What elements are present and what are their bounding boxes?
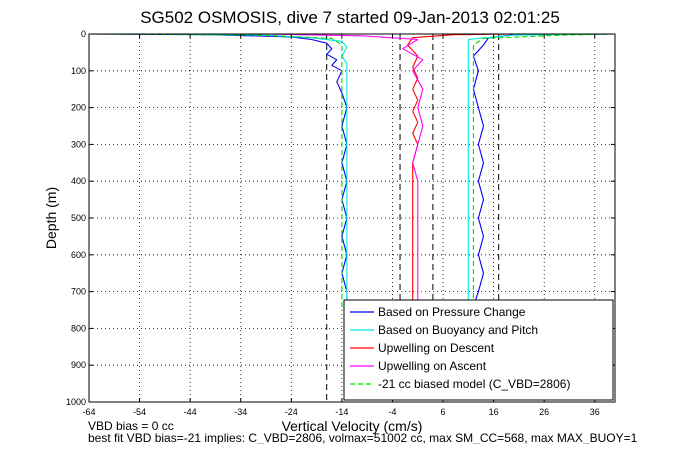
y-tick-label: 900 <box>71 360 86 370</box>
series-lines <box>88 33 616 307</box>
series-line-3 <box>407 33 514 307</box>
x-tick-label: -4 <box>388 407 396 417</box>
chart-title: SG502 OSMOSIS, dive 7 started 09-Jan-201… <box>140 8 560 27</box>
x-tick-label: 6 <box>441 407 446 417</box>
legend-label: Based on Buoyancy and Pitch <box>378 323 538 337</box>
legend-label: -21 cc biased model (C_VBD=2806) <box>378 377 570 391</box>
x-axis-label: Vertical Velocity (cm/s) <box>282 418 423 434</box>
legend-label: Upwelling on Ascent <box>378 359 487 373</box>
x-tick-label: -44 <box>184 407 197 417</box>
y-tick-label: 800 <box>71 323 86 333</box>
series-line-1 <box>88 33 616 307</box>
y-tick-label: 0 <box>81 29 86 39</box>
x-tick-label: 16 <box>489 407 499 417</box>
legend: Based on Pressure Change Based on Buoyanc… <box>343 299 614 401</box>
x-tick-label: -14 <box>335 407 348 417</box>
x-tick-label: -54 <box>133 407 146 417</box>
y-tick-label: 700 <box>71 287 86 297</box>
x-tick-label: 26 <box>539 407 549 417</box>
series-line-4 <box>260 33 424 307</box>
legend-label: Based on Pressure Change <box>378 305 526 319</box>
x-tick-label: -34 <box>234 407 247 417</box>
footer-best-fit: best fit VBD bias=-21 implies: C_VBD=280… <box>88 432 638 444</box>
y-tick-label: 100 <box>71 66 86 76</box>
y-ticks: 0 100 200 300 400 500 600 700 800 900 1000 <box>66 29 615 407</box>
legend-label: Upwelling on Descent <box>378 341 495 355</box>
reference-lines <box>326 34 500 402</box>
y-tick-label: 500 <box>71 213 86 223</box>
y-tick-label: 600 <box>71 250 86 260</box>
y-tick-label: 200 <box>71 103 86 113</box>
legend-box <box>343 299 614 401</box>
y-tick-label: 1000 <box>66 397 86 407</box>
series-line-2 <box>159 33 616 307</box>
y-axis-label: Depth (m) <box>43 187 59 249</box>
y-tick-label: 300 <box>71 139 86 149</box>
series-line-5 <box>88 33 616 307</box>
y-tick-label: 400 <box>71 176 86 186</box>
footer-vbd-bias: VBD bias = 0 cc <box>88 419 174 433</box>
x-tick-label: -24 <box>285 407 298 417</box>
x-tick-label: -64 <box>82 407 95 417</box>
x-tick-label: 36 <box>590 407 600 417</box>
